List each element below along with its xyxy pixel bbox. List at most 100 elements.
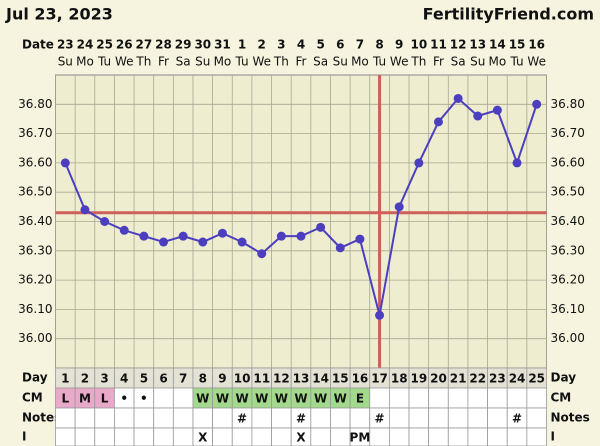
date-label: 14 (489, 38, 506, 52)
weekday-label: Su (195, 55, 210, 69)
cell-text: 9 (218, 372, 226, 386)
temperature-point (178, 231, 188, 241)
weekday-label: Mo (351, 55, 369, 69)
weekday-label: Th (410, 55, 426, 69)
cell (251, 427, 272, 446)
cell (447, 387, 469, 409)
temperature-point (335, 243, 345, 253)
cell-text: W (294, 392, 307, 406)
y-tick-label: 36.50 (18, 185, 52, 199)
cell-text: 24 (509, 372, 526, 386)
cell-text: 10 (234, 372, 251, 386)
cell (526, 407, 547, 429)
y-tick-label: 36.60 (18, 155, 52, 169)
cell (251, 407, 272, 429)
cell (310, 407, 331, 429)
row-label: Day (22, 371, 48, 385)
date-label: 8 (375, 38, 383, 52)
cell (349, 407, 371, 429)
cell-text: W (314, 392, 327, 406)
cell-text: 2 (81, 372, 89, 386)
cell (212, 427, 233, 446)
weekday-label: Mo (489, 55, 507, 69)
cell-text: L (61, 392, 69, 406)
cell (447, 407, 469, 429)
y-tick-label-right: 36.40 (551, 214, 585, 228)
temperature-point (433, 117, 443, 127)
weekday-label: We (527, 55, 546, 69)
temperature-point (453, 93, 463, 103)
y-tick-label-right: 36.20 (551, 273, 585, 287)
cell (133, 407, 155, 429)
weekday-label: We (115, 55, 134, 69)
weekday-label: We (390, 55, 409, 69)
cell-text: W (196, 392, 209, 406)
date-label: Date (22, 38, 54, 52)
row-label-right: I (551, 430, 555, 444)
cell-text: 5 (140, 372, 148, 386)
cell (506, 387, 528, 409)
cell (408, 407, 430, 429)
cell (271, 427, 292, 446)
date-label: 30 (194, 38, 211, 52)
cell-text: 17 (371, 372, 388, 386)
cell-text: 20 (430, 372, 447, 386)
temperature-point (394, 202, 404, 212)
cell-text: W (255, 392, 268, 406)
cell (172, 427, 194, 446)
cell-text: • (140, 392, 148, 406)
date-label: 2 (258, 38, 266, 52)
date-label: 15 (509, 38, 526, 52)
cell-text: 15 (332, 372, 349, 386)
cell (487, 387, 508, 409)
cell-text: 3 (100, 372, 108, 386)
weekday-label: We (252, 55, 271, 69)
temperature-point (492, 105, 502, 115)
cell (330, 407, 351, 429)
cell (388, 427, 410, 446)
y-tick-label: 36.40 (18, 214, 52, 228)
weekday-label: Tu (509, 55, 523, 69)
temperature-point (355, 234, 365, 244)
temperature-point (119, 225, 129, 235)
cell-text: 22 (469, 372, 486, 386)
y-tick-label: 36.70 (18, 126, 52, 140)
cell (74, 427, 96, 446)
weekday-label: Tu (97, 55, 111, 69)
weekday-label: Su (58, 55, 73, 69)
cell-text: 8 (199, 372, 207, 386)
cell (467, 427, 488, 446)
cell-text: L (101, 392, 109, 406)
cell (467, 407, 488, 429)
weekday-label: Mo (76, 55, 94, 69)
y-tick-label-right: 36.60 (551, 155, 585, 169)
cell (55, 407, 76, 429)
chart-title: Jul 23, 2023 (5, 5, 113, 24)
date-label: 13 (469, 38, 486, 52)
date-label: 5 (316, 38, 324, 52)
weekday-label: Fr (296, 55, 307, 69)
cell-text: 16 (352, 372, 369, 386)
cell (388, 407, 410, 429)
temperature-point (159, 237, 169, 247)
weekday-label: Tu (235, 55, 249, 69)
cell-text: 21 (450, 372, 467, 386)
date-label: 12 (450, 38, 467, 52)
y-tick-label-right: 36.70 (551, 126, 585, 140)
temperature-point (60, 158, 70, 168)
cell-text: 11 (253, 372, 270, 386)
weekday-label: Fr (433, 55, 444, 69)
cell (55, 427, 76, 446)
cell-text: # (512, 412, 522, 426)
cell (114, 407, 135, 429)
date-label: 25 (96, 38, 113, 52)
cell-text: 1 (61, 372, 69, 386)
cell (506, 427, 528, 446)
cell (192, 407, 214, 429)
cell-text: 14 (312, 372, 329, 386)
cell-text: W (216, 392, 229, 406)
y-tick-label-right: 36.80 (551, 97, 585, 111)
cell-text: X (296, 431, 306, 445)
date-label: 10 (410, 38, 427, 52)
